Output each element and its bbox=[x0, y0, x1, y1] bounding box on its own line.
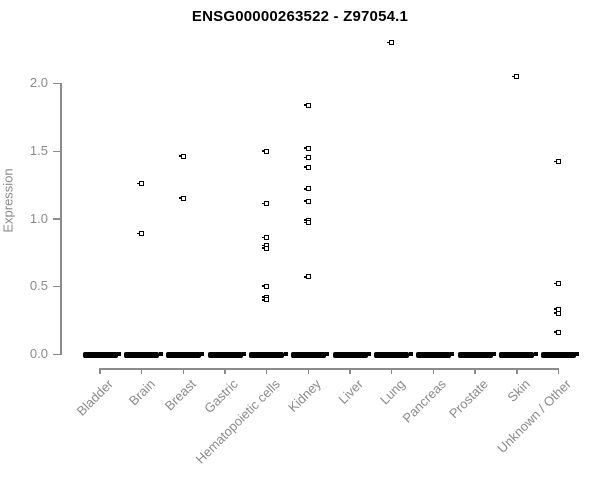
zero-expression-cluster bbox=[249, 352, 285, 358]
y-axis-tick bbox=[53, 150, 60, 152]
zero-expression-cluster-point bbox=[117, 351, 121, 356]
data-point bbox=[303, 155, 311, 161]
zero-expression-cluster-point bbox=[575, 351, 580, 356]
y-axis-tick bbox=[53, 218, 60, 220]
zero-expression-cluster-point bbox=[367, 351, 371, 356]
x-axis-tick bbox=[224, 368, 226, 374]
y-axis-tick-label: 0.0 bbox=[29, 346, 48, 361]
data-point bbox=[553, 329, 561, 335]
zero-expression-cluster bbox=[540, 352, 576, 358]
zero-expression-cluster-point bbox=[325, 351, 330, 356]
x-axis-tick bbox=[432, 368, 435, 374]
y-axis-tick-label: 1.5 bbox=[29, 143, 48, 158]
x-axis-tick bbox=[390, 368, 393, 374]
x-axis-tick bbox=[182, 368, 185, 374]
zero-expression-cluster bbox=[207, 352, 243, 358]
data-point bbox=[303, 186, 311, 192]
data-point bbox=[303, 102, 311, 108]
chart-title: ENSG00000263522 - Z97054.1 bbox=[191, 8, 409, 25]
data-point bbox=[137, 181, 145, 186]
data-point bbox=[262, 283, 270, 289]
zero-expression-cluster bbox=[457, 352, 493, 358]
x-axis-tick bbox=[307, 368, 310, 374]
x-axis-tick bbox=[140, 368, 143, 374]
data-point bbox=[178, 153, 186, 159]
y-axis-tick bbox=[53, 82, 60, 85]
zero-expression-cluster-point bbox=[283, 351, 288, 356]
zero-expression-cluster bbox=[499, 352, 535, 358]
data-point bbox=[262, 235, 270, 241]
x-axis-tick bbox=[557, 368, 560, 374]
zero-expression-cluster-point bbox=[450, 351, 455, 356]
data-point bbox=[303, 274, 311, 280]
data-point bbox=[137, 231, 145, 236]
data-point bbox=[262, 148, 270, 154]
zero-expression-cluster bbox=[415, 352, 451, 358]
zero-expression-cluster bbox=[82, 352, 118, 358]
zero-expression-cluster-point bbox=[533, 351, 538, 356]
zero-expression-cluster bbox=[165, 352, 201, 358]
zero-expression-cluster bbox=[124, 352, 160, 358]
y-axis-tick bbox=[53, 353, 60, 355]
data-point bbox=[303, 145, 311, 151]
x-axis-tick bbox=[349, 368, 351, 374]
zero-expression-cluster-point bbox=[408, 351, 413, 356]
data-point bbox=[553, 159, 561, 165]
data-point bbox=[512, 74, 520, 79]
zero-expression-cluster bbox=[332, 352, 368, 358]
zero-expression-cluster-point bbox=[492, 351, 496, 356]
zero-expression-cluster-point bbox=[158, 351, 163, 356]
data-point bbox=[262, 297, 270, 303]
data-point bbox=[387, 40, 395, 46]
x-axis-tick bbox=[474, 368, 476, 374]
y-axis-tick-label: 1.0 bbox=[29, 210, 48, 226]
x-axis-line bbox=[99, 368, 559, 370]
data-point bbox=[303, 198, 311, 204]
data-point bbox=[262, 245, 270, 251]
zero-expression-cluster bbox=[374, 352, 410, 358]
zero-expression-cluster bbox=[290, 352, 326, 358]
x-axis-tick bbox=[265, 368, 268, 374]
data-point bbox=[553, 310, 561, 316]
data-point bbox=[262, 201, 270, 207]
y-axis-tick-label: 0.5 bbox=[29, 278, 48, 294]
y-axis-tick-label: 2.0 bbox=[29, 75, 48, 91]
data-point bbox=[178, 195, 186, 201]
y-axis-tick bbox=[53, 285, 60, 288]
zero-expression-cluster-point bbox=[200, 351, 205, 356]
data-point bbox=[303, 220, 311, 226]
y-axis-line bbox=[60, 83, 62, 355]
zero-expression-cluster-point bbox=[242, 351, 246, 356]
x-axis-tick bbox=[99, 368, 101, 374]
data-point bbox=[303, 164, 311, 170]
data-point bbox=[553, 281, 561, 287]
x-axis-tick bbox=[516, 368, 518, 374]
